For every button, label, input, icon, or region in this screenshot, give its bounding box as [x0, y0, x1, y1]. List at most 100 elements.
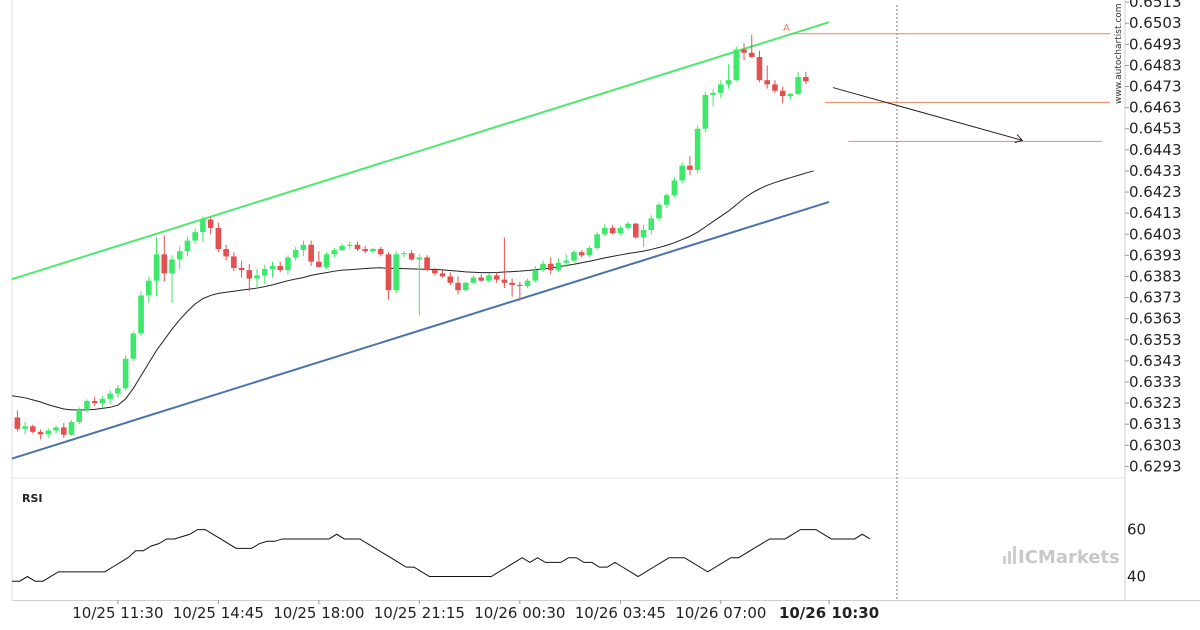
- candle: [254, 269, 260, 289]
- time-tick-label: 10/26 03:45: [575, 604, 666, 622]
- candle-body: [192, 232, 198, 241]
- candle-body: [571, 252, 577, 261]
- candle: [323, 252, 330, 270]
- time-tick-label: 10/26 07:00: [675, 604, 766, 622]
- candle-body: [200, 219, 206, 233]
- candle-body: [138, 295, 144, 334]
- candle: [370, 247, 376, 254]
- candle-body: [524, 280, 531, 286]
- candle: [215, 222, 222, 253]
- candle: [269, 261, 276, 278]
- candle-body: [176, 251, 183, 260]
- candle: [138, 291, 144, 337]
- candle: [748, 34, 755, 59]
- candle: [223, 244, 229, 261]
- candle: [586, 245, 593, 258]
- candle-body: [640, 230, 647, 238]
- candle-body: [277, 265, 284, 271]
- candle-body: [563, 260, 570, 263]
- candle-body: [107, 393, 113, 399]
- icmarkets-logo-icon: [1003, 546, 1016, 564]
- point-a-label: A: [783, 23, 790, 34]
- candle: [14, 410, 21, 432]
- rsi-tick-label: 40: [1127, 568, 1146, 586]
- candle-body: [22, 426, 28, 429]
- projection-arrowhead: [1014, 134, 1024, 144]
- candle-body: [470, 277, 477, 283]
- time-tick-label: 10/25 14:45: [173, 604, 264, 622]
- candle-body: [741, 49, 747, 53]
- candle: [231, 252, 237, 272]
- price-tick-label: 0.6343: [1129, 352, 1182, 370]
- candle: [377, 246, 384, 257]
- resistance-line: [11, 21, 830, 281]
- candle-body: [254, 275, 260, 279]
- candle: [401, 251, 407, 258]
- candle: [339, 243, 345, 252]
- candle: [524, 278, 531, 289]
- price-tick-label: 0.6333: [1129, 373, 1182, 391]
- candle-body: [617, 227, 624, 234]
- time-tick-label: 10/26 10:30: [779, 604, 879, 622]
- candle: [192, 227, 198, 244]
- candle-body: [91, 400, 98, 404]
- candle: [22, 421, 28, 435]
- candle-body: [671, 180, 678, 196]
- candle-body: [84, 400, 90, 410]
- candle: [694, 125, 701, 174]
- candle-body: [269, 265, 276, 270]
- candle: [200, 216, 206, 242]
- price-tick-label: 0.6353: [1129, 331, 1182, 349]
- candle-body: [316, 261, 322, 267]
- candle: [470, 275, 477, 284]
- candle: [362, 245, 369, 254]
- candle: [316, 251, 322, 267]
- candle: [45, 428, 52, 438]
- candle: [99, 395, 106, 409]
- price-tick-label: 0.6383: [1129, 267, 1182, 285]
- rsi-label: RSI: [22, 492, 43, 505]
- candle: [207, 217, 214, 235]
- candle-body: [300, 244, 307, 251]
- candle-body: [602, 227, 608, 235]
- candle: [710, 88, 716, 107]
- candle: [300, 240, 307, 257]
- candle: [432, 268, 438, 276]
- candle-body: [231, 256, 237, 269]
- candle: [671, 177, 678, 198]
- candle: [602, 223, 608, 237]
- price-tick-label: 0.6483: [1129, 56, 1182, 74]
- chart-frame: [11, 0, 1200, 601]
- icmarkets-logo: ICMarkets: [1018, 547, 1120, 568]
- candle-body: [115, 388, 121, 394]
- candle-body: [14, 417, 21, 429]
- candle: [37, 429, 44, 440]
- candle: [161, 235, 168, 282]
- candle-body: [161, 254, 168, 274]
- candle-body: [424, 257, 430, 271]
- candle: [718, 80, 724, 99]
- candle-body: [308, 244, 314, 262]
- candle-body: [718, 84, 724, 93]
- price-tick-label: 0.6393: [1129, 246, 1182, 264]
- candle: [540, 260, 546, 273]
- candle-body: [478, 277, 484, 281]
- pattern-levels: A: [783, 23, 1110, 144]
- candlestick-series: [14, 34, 809, 440]
- candle: [285, 255, 291, 275]
- support-line: [11, 201, 830, 460]
- price-tick-label: 0.6423: [1129, 183, 1182, 201]
- candle: [439, 270, 446, 278]
- candle: [633, 222, 639, 239]
- candle: [640, 224, 647, 247]
- candle-body: [455, 282, 461, 291]
- candle: [424, 255, 430, 272]
- candle-body: [663, 195, 670, 205]
- candle-body: [68, 422, 75, 435]
- candle: [261, 264, 268, 284]
- trend-channel: [11, 21, 830, 460]
- candle: [146, 276, 152, 303]
- candle: [91, 396, 98, 407]
- candle-body: [122, 358, 129, 389]
- candle: [60, 423, 67, 438]
